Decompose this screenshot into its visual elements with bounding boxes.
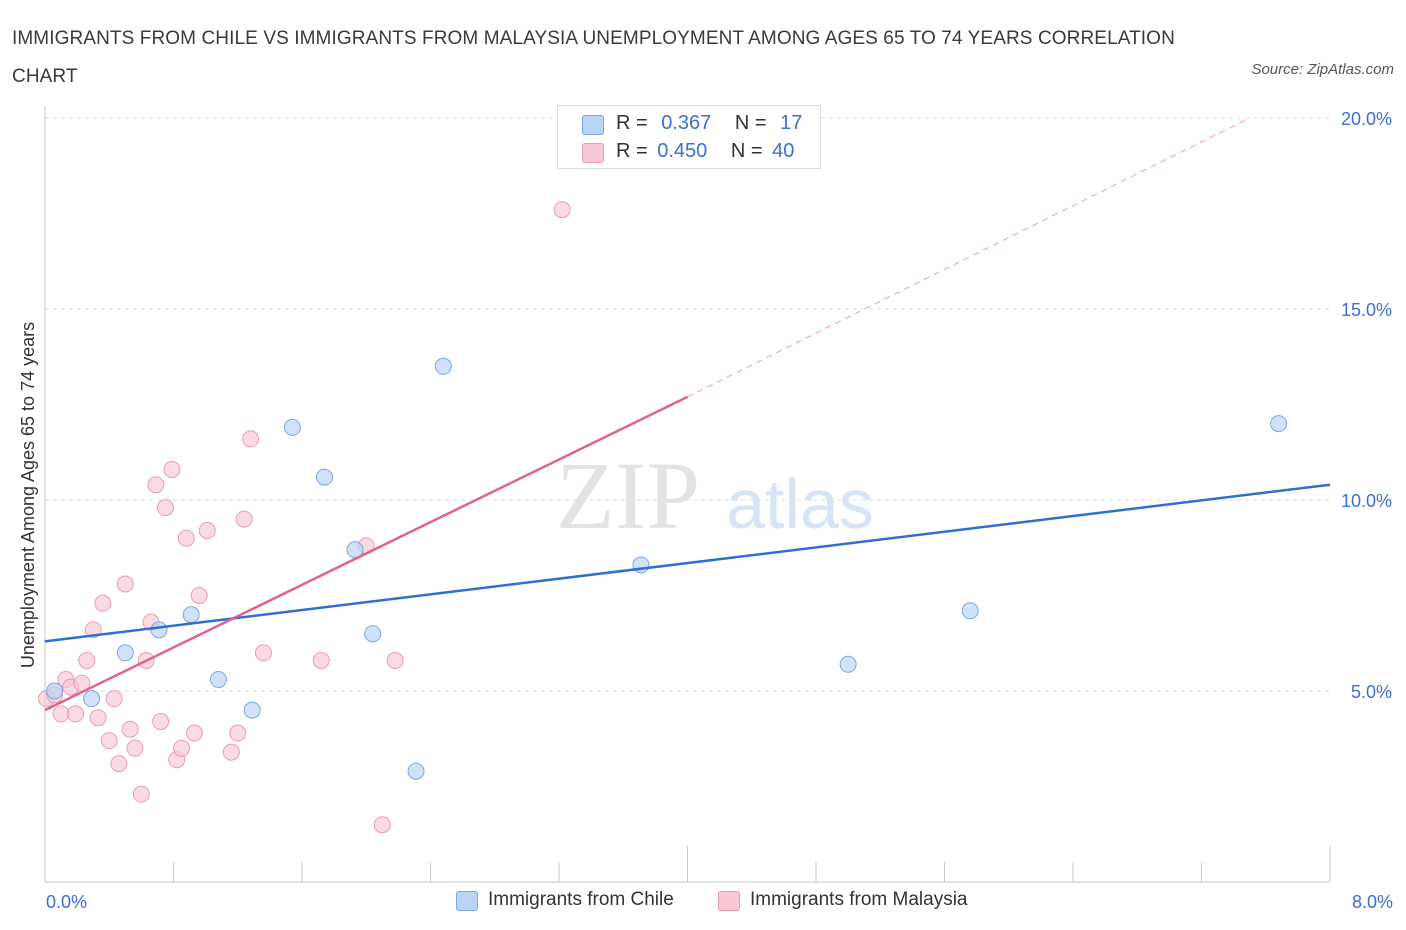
chile-point: [315, 468, 333, 486]
chile-point: [46, 682, 64, 700]
malaysia-point: [105, 690, 123, 708]
chile-point: [839, 655, 857, 673]
chile-point: [434, 357, 452, 375]
chile-point: [243, 701, 261, 719]
malaysia-point: [100, 732, 118, 750]
x-tick-label: 0.0%: [46, 892, 87, 912]
malaysia-point: [254, 644, 272, 662]
malaysia-point: [222, 743, 240, 761]
chile-point: [116, 644, 134, 662]
chart-title: IMMIGRANTS FROM CHILE VS IMMIGRANTS FROM…: [12, 28, 1175, 87]
chile-point: [407, 762, 425, 780]
r-label: R =: [616, 112, 648, 134]
malaysia-point: [312, 651, 330, 669]
n-label: N =: [730, 140, 763, 162]
source-label: Source: ZipAtlas.com: [1251, 61, 1394, 78]
chile-point: [182, 606, 200, 624]
malaysia-point: [198, 522, 216, 540]
malaysia-point: [121, 720, 139, 738]
malaysia-swatch: [582, 143, 604, 163]
chile-point: [961, 602, 979, 620]
chile-swatch: [456, 891, 478, 911]
malaysia-point: [152, 713, 170, 731]
malaysia-point: [190, 587, 208, 604]
gridlines: [45, 117, 1330, 692]
y-axis-label: Unemployment Among Ages 65 to 74 years: [18, 322, 38, 668]
axes: [44, 106, 1331, 883]
chile-point: [283, 418, 301, 436]
malaysia-trend-line: [44, 395, 689, 712]
malaysia-point: [373, 816, 391, 834]
trend-lines: [44, 117, 1331, 712]
malaysia-point: [386, 651, 404, 669]
malaysia-point: [94, 594, 112, 612]
malaysia-n-value: 40: [772, 140, 795, 162]
n-label: N =: [734, 112, 767, 134]
chile-point: [209, 671, 227, 689]
malaysia-point: [235, 510, 253, 528]
x-tick-label: 8.0%: [1352, 892, 1393, 912]
y-tick-label: 15.0%: [1341, 300, 1392, 320]
chile-legend-label: Immigrants from Chile: [488, 889, 674, 910]
malaysia-point: [52, 705, 70, 723]
chile-point: [83, 690, 101, 708]
malaysia-point: [185, 724, 203, 742]
malaysia-point: [553, 201, 571, 219]
malaysia-point: [110, 755, 128, 773]
malaysia-point: [229, 724, 247, 742]
malaysia-r-value: 0.450: [657, 140, 708, 162]
chile-point: [150, 621, 168, 639]
malaysia-point: [126, 739, 144, 757]
malaysia-point: [177, 529, 195, 547]
legend-malaysia-text: R = 0.450 N = 40: [616, 140, 794, 163]
malaysia-point: [156, 499, 174, 517]
chile-swatch: [582, 115, 604, 135]
malaysia-point: [147, 476, 165, 494]
malaysia-trend-extension: [687, 117, 1250, 398]
r-label: R =: [616, 140, 648, 162]
chile-trend-line: [44, 483, 1331, 643]
watermark-zip: ZIP: [556, 442, 700, 549]
malaysia-point: [89, 709, 107, 727]
malaysia-point: [173, 739, 191, 757]
legend-chile-text: R = 0.367 N = 17: [616, 112, 802, 135]
chile-n-value: 17: [780, 112, 803, 134]
correlation-legend: R = 0.367 N = 17 R = 0.450 N = 40: [557, 105, 821, 169]
malaysia-swatch: [718, 891, 740, 911]
y-tick-label: 10.0%: [1341, 491, 1392, 511]
watermark: ZIP atlas: [556, 442, 874, 549]
malaysia-point: [132, 785, 150, 803]
malaysia-legend-label: Immigrants from Malaysia: [750, 889, 968, 910]
malaysia-point: [116, 575, 134, 593]
y-tick-label: 5.0%: [1351, 682, 1392, 702]
malaysia-point: [67, 705, 85, 723]
malaysia-point: [242, 430, 260, 448]
chile-r-value: 0.367: [661, 112, 712, 134]
watermark-atlas: atlas: [726, 465, 874, 543]
malaysia-point: [163, 460, 181, 478]
y-tick-label: 20.0%: [1341, 109, 1392, 129]
tick-labels: 5.0% 10.0% 15.0% 20.0% 0.0% 8.0%: [46, 109, 1393, 912]
chile-point: [364, 625, 382, 643]
chile-point: [1270, 415, 1288, 433]
malaysia-point: [78, 651, 96, 669]
